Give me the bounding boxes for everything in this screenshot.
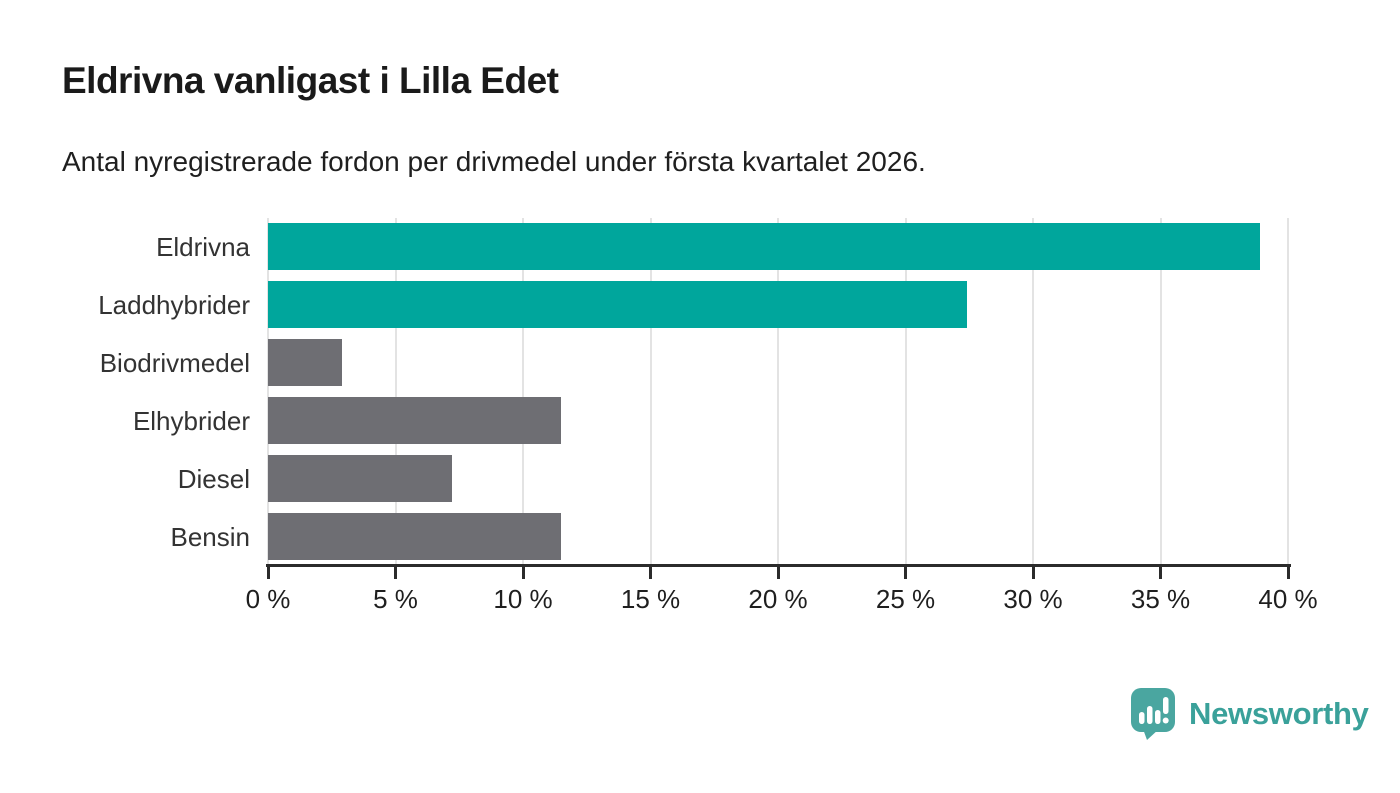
bar-laddhybrider: [268, 281, 967, 328]
category-label: Eldrivna: [156, 232, 250, 262]
gridline: [649, 218, 652, 566]
newsworthy-brand-name: Newsworthy: [1189, 695, 1369, 731]
axis-tick-label: 20 %: [748, 584, 808, 614]
axis-tick: [521, 564, 525, 579]
x-axis-tick-labels: 0 % 5 % 10 % 15 % 20 % 25 % 30 % 35 % 40 %: [246, 584, 1318, 616]
axis-tick-label: 5 %: [373, 584, 418, 614]
axis-tick-label: 35 %: [1130, 584, 1191, 614]
axis-tick: [1286, 564, 1290, 579]
bar-layer: [268, 218, 1288, 566]
axis-tick: [649, 564, 652, 579]
axis-tick-label: 30 %: [1003, 584, 1063, 614]
category-label: Diesel: [177, 464, 250, 494]
newsworthy-logo-icon: [1131, 688, 1175, 740]
gridline: [522, 218, 524, 566]
chart-title: Eldrivna vanligast i Lilla Edet: [62, 60, 559, 101]
axis-tick-label: 25 %: [875, 584, 936, 614]
category-label: Elhybrider: [132, 406, 250, 436]
gridline: [1032, 218, 1034, 566]
axis-tick-label: 10 %: [493, 584, 553, 614]
bar-elhybrider: [268, 397, 562, 444]
axis-tick-label: 15 %: [620, 584, 681, 614]
gridline: [904, 218, 907, 566]
gridline: [267, 218, 269, 566]
category-label: Laddhybrider: [98, 290, 250, 320]
gridline: [777, 218, 779, 566]
category-label: Biodrivmedel: [99, 348, 250, 378]
gridline-layer: [267, 218, 1289, 566]
axis-tick: [266, 564, 270, 579]
bar-bensin: [268, 513, 562, 560]
bar-eldrivna: [268, 223, 1260, 270]
gridline: [1287, 218, 1289, 566]
axis-tick-label: 0 %: [245, 584, 291, 614]
axis-tick: [394, 564, 397, 579]
axis-tick: [904, 564, 907, 579]
bar-biodrivmedel: [268, 339, 342, 386]
axis-tick-label: 40 %: [1258, 584, 1318, 614]
axis-tick: [1031, 564, 1035, 579]
bar-diesel: [268, 455, 452, 502]
plot-area: [267, 218, 1289, 566]
newsworthy-logo: Newsworthy: [1130, 687, 1369, 740]
gridline: [394, 218, 397, 566]
y-axis-category-labels: Eldrivna Laddhybrider Biodrivmedel Elhybrid…: [0, 218, 250, 566]
axis-tick: [1159, 564, 1162, 579]
gridline: [1159, 218, 1162, 566]
category-label: Bensin: [170, 522, 251, 552]
chart-subtitle: Antal nyregistrerade fordon per drivmede…: [62, 146, 926, 177]
axis-tick: [776, 564, 780, 579]
x-axis-ticks: [266, 564, 1290, 580]
